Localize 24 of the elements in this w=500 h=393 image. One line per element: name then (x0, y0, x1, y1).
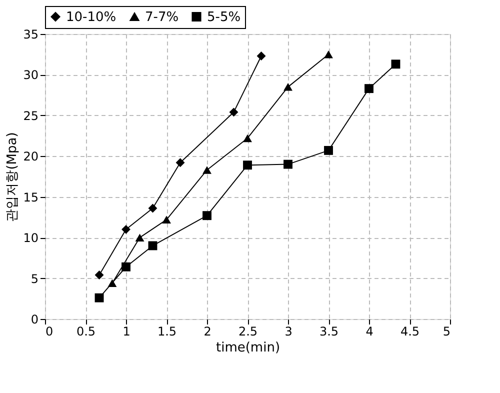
y-tick-label: 35 (23, 28, 38, 42)
x-tick-label: 1 (122, 324, 130, 338)
y-tick-label: 30 (23, 68, 38, 82)
x-tick-label: 3.5 (319, 324, 339, 338)
y-axis-title: 관입저항(Mpa) (5, 132, 20, 222)
legend-label: 5-5% (207, 10, 241, 25)
legend-label: 10-10% (66, 10, 116, 25)
x-tick-label: 4 (366, 324, 374, 338)
y-tick-label: 10 (23, 231, 38, 246)
x-tick-label: 2.5 (238, 324, 258, 338)
y-tick-label: 0 (30, 312, 38, 326)
legend-label: 7-7% (145, 10, 179, 25)
y-tick-label: 15 (23, 190, 38, 204)
x-tick-label: 0.5 (76, 324, 96, 338)
x-tick-label: 3 (284, 324, 292, 338)
y-tick-label: 5 (30, 272, 38, 286)
y-tick-label: 25 (23, 108, 38, 123)
x-tick-label: 0 (46, 324, 54, 338)
x-tick-label: 1.5 (157, 324, 177, 338)
x-tick-label: 4.5 (400, 324, 420, 338)
x-tick-label: 5 (442, 324, 450, 338)
x-tick-label: 2 (204, 324, 212, 338)
y-tick-label: 20 (23, 150, 38, 164)
x-axis-title: time(min) (216, 340, 280, 356)
